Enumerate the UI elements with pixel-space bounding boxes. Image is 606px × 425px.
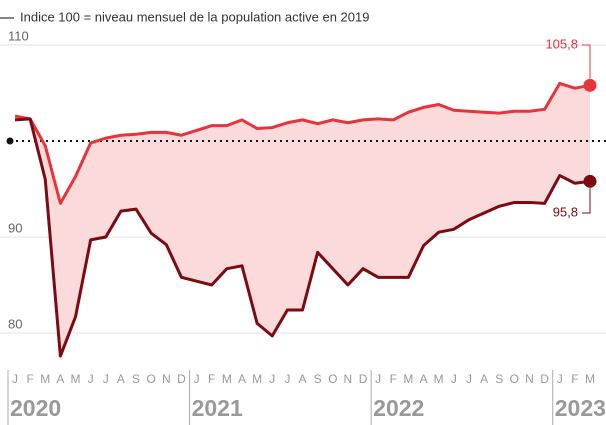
series-line	[14, 117, 591, 358]
x-tick-label: A	[298, 372, 306, 386]
x-tick-label: F	[390, 372, 397, 386]
x-tick-label: M	[40, 372, 50, 386]
x-tick-label: D	[359, 372, 368, 386]
end-dot	[583, 174, 597, 188]
x-tick-label: J	[284, 372, 290, 386]
x-tick-label: J	[269, 372, 275, 386]
x-tick-label: J	[12, 372, 18, 386]
x-tick-label: M	[222, 372, 232, 386]
x-tick-label: A	[117, 372, 125, 386]
x-tick-label: A	[238, 372, 246, 386]
x-tick-label: M	[403, 372, 413, 386]
x-tick-label: O	[328, 372, 337, 386]
x-tick-label: J	[466, 372, 472, 386]
x-tick-label: J	[375, 372, 381, 386]
x-tick-label: S	[495, 372, 503, 386]
x-tick-label: M	[71, 372, 81, 386]
x-tick-label: N	[162, 372, 171, 386]
x-tick-label: J	[557, 372, 563, 386]
end-label: 95,8	[553, 204, 578, 219]
label-leader	[582, 188, 591, 214]
x-tick-label: J	[88, 372, 94, 386]
x-tick-label: M	[585, 372, 595, 386]
year-label: 2020	[10, 395, 61, 421]
year-label: 2021	[192, 395, 243, 421]
y-tick-label: 90	[8, 220, 22, 235]
x-tick-label: O	[510, 372, 519, 386]
gap-area	[15, 83, 590, 357]
x-tick-label: N	[525, 372, 534, 386]
x-tick-label: S	[132, 372, 140, 386]
end-label: 105,8	[545, 36, 578, 51]
year-label: 2022	[373, 395, 424, 421]
x-tick-label: A	[56, 372, 64, 386]
x-tick-label: M	[434, 372, 444, 386]
x-tick-label: F	[208, 372, 215, 386]
x-tick-label: O	[147, 372, 156, 386]
x-tick-label: D	[540, 372, 549, 386]
end-dot	[583, 78, 597, 92]
x-tick-label: J	[103, 372, 109, 386]
x-tick-label: M	[252, 372, 262, 386]
x-tick-label: N	[344, 372, 353, 386]
label-leader	[582, 44, 591, 79]
x-tick-label: F	[26, 372, 33, 386]
x-tick-label: S	[314, 372, 322, 386]
x-tick-label: D	[177, 372, 186, 386]
x-tick-label: A	[480, 372, 488, 386]
reference-dot	[6, 137, 14, 145]
series-line	[14, 81, 591, 205]
y-tick-label: 80	[8, 316, 22, 331]
year-label: 2023	[555, 395, 606, 421]
x-tick-label: F	[571, 372, 578, 386]
y-tick-label: 110	[8, 28, 29, 43]
x-tick-label: A	[420, 372, 428, 386]
x-tick-label: J	[194, 372, 200, 386]
x-tick-label: J	[451, 372, 457, 386]
chart-subtitle: Indice 100 = niveau mensuel de la popula…	[20, 9, 369, 24]
